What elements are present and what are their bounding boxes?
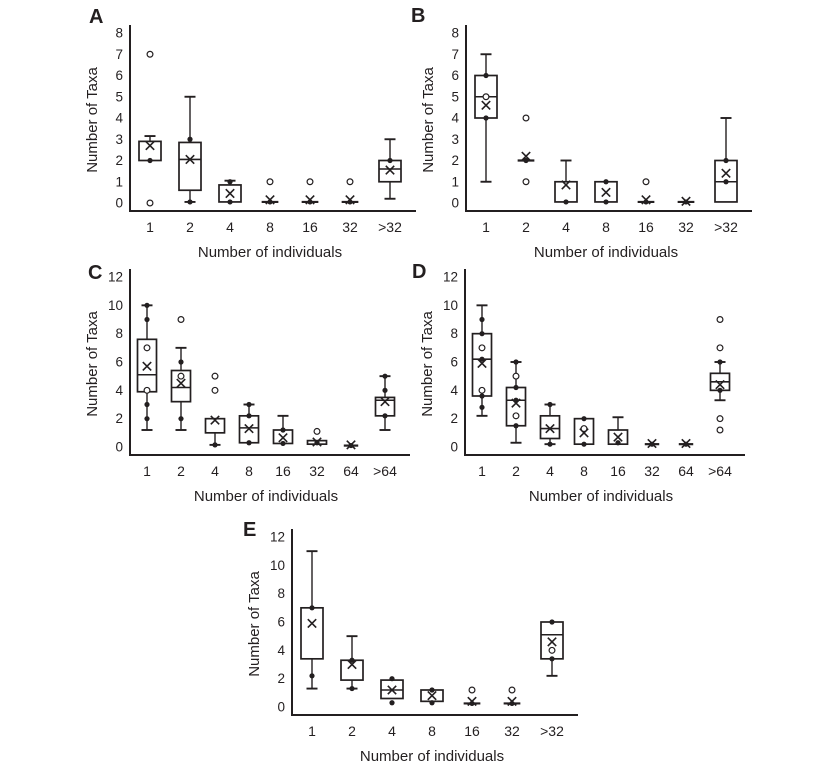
svg-text:10: 10 xyxy=(443,298,458,313)
svg-text:1: 1 xyxy=(115,174,123,189)
svg-text:8: 8 xyxy=(277,586,285,601)
svg-text:2: 2 xyxy=(348,723,356,739)
svg-text:8: 8 xyxy=(450,326,458,341)
svg-text:32: 32 xyxy=(342,219,358,235)
svg-text:4: 4 xyxy=(115,383,123,398)
svg-text:>32: >32 xyxy=(540,723,564,739)
panel-label-e: E xyxy=(243,519,257,541)
svg-text:1: 1 xyxy=(451,174,459,189)
panel-label-a: A xyxy=(89,6,104,28)
svg-text:Number of individuals: Number of individuals xyxy=(529,488,673,505)
svg-text:4: 4 xyxy=(388,723,396,739)
svg-text:16: 16 xyxy=(638,219,654,235)
svg-text:64: 64 xyxy=(343,463,359,479)
svg-text:2: 2 xyxy=(522,219,530,235)
svg-text:8: 8 xyxy=(115,26,123,41)
svg-text:7: 7 xyxy=(115,47,123,62)
svg-text:6: 6 xyxy=(451,68,459,83)
svg-text:0: 0 xyxy=(115,440,123,455)
svg-text:2: 2 xyxy=(451,153,459,168)
svg-text:12: 12 xyxy=(108,270,123,285)
svg-text:8: 8 xyxy=(266,219,274,235)
boxplot-panel-a: 0 1 2 3 4 5 6 7 8 Number of Taxa 1 2 4 8 16 32 >32 Number… xyxy=(84,25,416,261)
svg-text:32: 32 xyxy=(644,463,660,479)
svg-text:6: 6 xyxy=(277,615,285,630)
svg-text:32: 32 xyxy=(504,723,520,739)
svg-text:32: 32 xyxy=(678,219,694,235)
svg-text:8: 8 xyxy=(428,723,436,739)
svg-text:4: 4 xyxy=(226,219,234,235)
svg-text:8: 8 xyxy=(602,219,610,235)
svg-text:0: 0 xyxy=(450,440,458,455)
svg-text:>64: >64 xyxy=(373,463,397,479)
svg-text:16: 16 xyxy=(464,723,480,739)
svg-text:1: 1 xyxy=(478,463,486,479)
svg-text:8: 8 xyxy=(115,326,123,341)
svg-text:12: 12 xyxy=(443,270,458,285)
svg-text:1: 1 xyxy=(308,723,316,739)
svg-text:5: 5 xyxy=(115,89,123,104)
svg-text:2: 2 xyxy=(277,671,285,686)
svg-text:6: 6 xyxy=(115,355,123,370)
svg-text:Number of individuals: Number of individuals xyxy=(360,748,504,765)
svg-text:16: 16 xyxy=(302,219,318,235)
panel-label-d: D xyxy=(412,261,427,283)
svg-text:Number of Taxa: Number of Taxa xyxy=(419,311,436,417)
svg-text:1: 1 xyxy=(143,463,151,479)
svg-text:8: 8 xyxy=(580,463,588,479)
svg-text:Number of Taxa: Number of Taxa xyxy=(246,571,263,677)
svg-text:2: 2 xyxy=(177,463,185,479)
svg-text:2: 2 xyxy=(186,219,194,235)
svg-text:>64: >64 xyxy=(708,463,732,479)
svg-text:16: 16 xyxy=(610,463,626,479)
svg-text:1: 1 xyxy=(482,219,490,235)
svg-text:>32: >32 xyxy=(378,219,402,235)
svg-text:8: 8 xyxy=(451,26,459,41)
svg-text:4: 4 xyxy=(211,463,219,479)
svg-text:0: 0 xyxy=(451,196,459,211)
svg-text:6: 6 xyxy=(450,355,458,370)
svg-text:Number of individuals: Number of individuals xyxy=(194,488,338,505)
svg-text:2: 2 xyxy=(115,411,123,426)
svg-text:Number of individuals: Number of individuals xyxy=(534,244,678,261)
svg-text:4: 4 xyxy=(451,111,459,126)
svg-text:Number of Taxa: Number of Taxa xyxy=(84,67,101,173)
svg-text:6: 6 xyxy=(115,68,123,83)
svg-text:>32: >32 xyxy=(714,219,738,235)
svg-text:32: 32 xyxy=(309,463,325,479)
svg-text:3: 3 xyxy=(451,132,459,147)
svg-text:10: 10 xyxy=(108,298,123,313)
svg-text:Number of individuals: Number of individuals xyxy=(198,244,342,261)
svg-text:2: 2 xyxy=(450,411,458,426)
svg-text:4: 4 xyxy=(546,463,554,479)
svg-text:4: 4 xyxy=(277,643,285,658)
panel-label-b: B xyxy=(411,5,426,27)
svg-text:2: 2 xyxy=(512,463,520,479)
svg-text:16: 16 xyxy=(275,463,291,479)
svg-text:2: 2 xyxy=(115,153,123,168)
svg-text:4: 4 xyxy=(450,383,458,398)
panel-label-c: C xyxy=(88,262,103,284)
svg-text:4: 4 xyxy=(562,219,570,235)
svg-text:3: 3 xyxy=(115,132,123,147)
svg-text:0: 0 xyxy=(277,700,285,715)
svg-text:8: 8 xyxy=(245,463,253,479)
svg-text:7: 7 xyxy=(451,47,459,62)
svg-text:4: 4 xyxy=(115,111,123,126)
svg-text:12: 12 xyxy=(270,530,285,545)
svg-text:0: 0 xyxy=(115,196,123,211)
svg-text:10: 10 xyxy=(270,558,285,573)
svg-text:1: 1 xyxy=(146,219,154,235)
svg-text:Number of Taxa: Number of Taxa xyxy=(84,311,101,417)
svg-text:5: 5 xyxy=(451,89,459,104)
boxplot-panel-b: 0 1 2 3 4 5 6 7 8 Number of Taxa 1 2 4 8 16 32 >32 Number… xyxy=(420,25,752,261)
svg-text:Number of Taxa: Number of Taxa xyxy=(420,67,437,173)
svg-text:64: 64 xyxy=(678,463,694,479)
